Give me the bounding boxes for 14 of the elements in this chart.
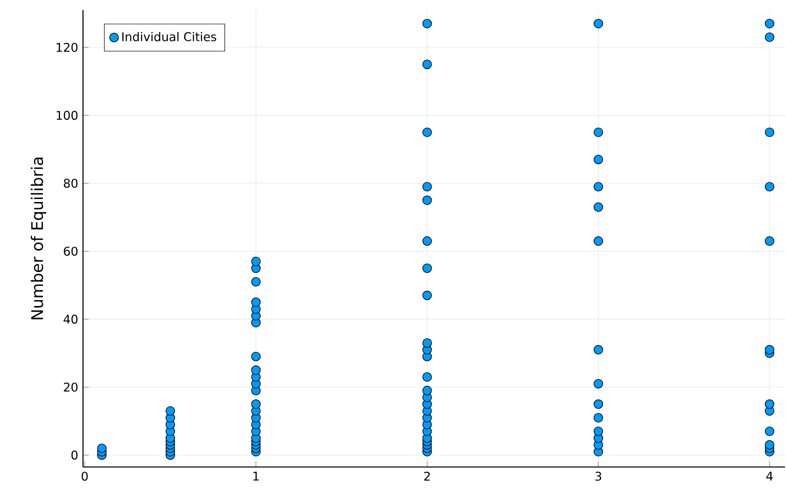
x-tick-label: 3	[595, 472, 602, 481]
y-tick-label: 80	[64, 178, 78, 188]
legend-label: Individual Cities	[122, 32, 216, 42]
y-tick-label: 60	[64, 246, 78, 256]
y-axis-title: Number of Equilibria	[30, 158, 46, 320]
x-tick-label: 0	[82, 472, 88, 481]
x-tick-label: 4	[766, 472, 773, 480]
y-tick-label: 0	[71, 450, 78, 460]
x-tick-label: 2	[424, 472, 430, 481]
y-tick-label: 40	[64, 314, 78, 324]
y-tick-label: 20	[64, 382, 78, 392]
y-tick-label: 120	[56, 42, 78, 52]
y-tick-label: 100	[56, 110, 78, 120]
x-tick-label: 1	[253, 472, 259, 480]
